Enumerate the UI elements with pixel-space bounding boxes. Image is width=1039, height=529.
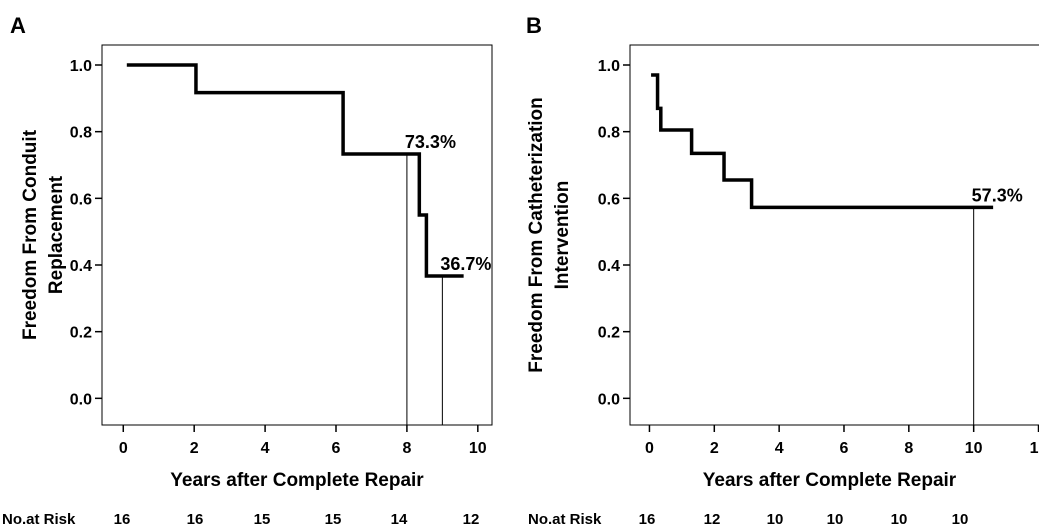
y-tick-label: 0.8: [70, 125, 92, 142]
plot-frame: [629, 44, 1039, 426]
y-tick-label: 0.6: [598, 191, 620, 208]
x-axis-title: Years after Complete Repair: [703, 470, 957, 491]
y-axis-title-line: Replacement: [46, 175, 67, 294]
x-tick-label: 4: [261, 440, 270, 457]
y-tick-label: 0.2: [598, 325, 620, 342]
risk-value: 12: [704, 511, 721, 528]
panel-letter: A: [10, 13, 26, 38]
y-tick-label: 0.0: [70, 391, 92, 408]
survival-curve: [651, 73, 994, 210]
x-tick-label: 2: [190, 440, 199, 457]
y-tick-label: 0.4: [598, 258, 620, 275]
risk-value: 16: [114, 511, 131, 528]
x-tick-label: 2: [710, 440, 719, 457]
survival-curve: [126, 63, 464, 278]
risk-value: 16: [187, 511, 204, 528]
x-tick-label: 12: [1030, 440, 1039, 457]
risk-value: 10: [952, 511, 969, 528]
panel-letter: B: [526, 13, 542, 38]
annotation-label: 57.3%: [972, 185, 1023, 205]
x-tick-label: 6: [332, 440, 341, 457]
risk-label: No.at Risk: [2, 511, 76, 528]
x-tick-label: 10: [965, 440, 983, 457]
risk-value: 10: [891, 511, 908, 528]
y-axis-title-line: Intervention: [552, 181, 573, 290]
y-axis-title-line: Freedom From Catheterization: [526, 97, 547, 373]
x-tick-label: 8: [904, 440, 913, 457]
risk-value: 10: [767, 511, 784, 528]
risk-value: 14: [391, 511, 408, 528]
risk-value: 12: [463, 511, 480, 528]
risk-value: 15: [325, 511, 342, 528]
x-tick-label: 10: [469, 440, 487, 457]
x-tick-label: 0: [119, 440, 128, 457]
x-tick-label: 6: [840, 440, 849, 457]
x-axis-title: Years after Complete Repair: [170, 470, 424, 491]
risk-value: 10: [827, 511, 844, 528]
y-tick-label: 1.0: [598, 58, 620, 75]
x-tick-label: 4: [775, 440, 784, 457]
plot-frame: [101, 44, 493, 426]
risk-label: No.at Risk: [528, 511, 602, 528]
y-tick-label: 0.8: [598, 125, 620, 142]
risk-value: 16: [639, 511, 656, 528]
y-tick-label: 0.4: [70, 258, 92, 275]
x-tick-label: 0: [645, 440, 654, 457]
annotation-label: 36.7%: [440, 254, 491, 274]
y-axis-title-line: Freedom From Conduit: [20, 129, 41, 340]
panel-a: A 0.0 0.2 0.4 0.6 0.8 1.0 0 2 4 6 8 10 Years after Co…: [2, 13, 493, 528]
annotation-label: 73.3%: [405, 132, 456, 152]
y-tick-label: 1.0: [70, 58, 92, 75]
y-tick-label: 0.6: [70, 191, 92, 208]
panel-b: B 0.0 0.2 0.4 0.6 0.8 1.0 0 2 4 6 8 10 12 Years after …: [526, 13, 1039, 528]
x-tick-label: 8: [402, 440, 411, 457]
y-tick-label: 0.2: [70, 325, 92, 342]
risk-value: 15: [254, 511, 271, 528]
y-tick-label: 0.0: [598, 391, 620, 408]
